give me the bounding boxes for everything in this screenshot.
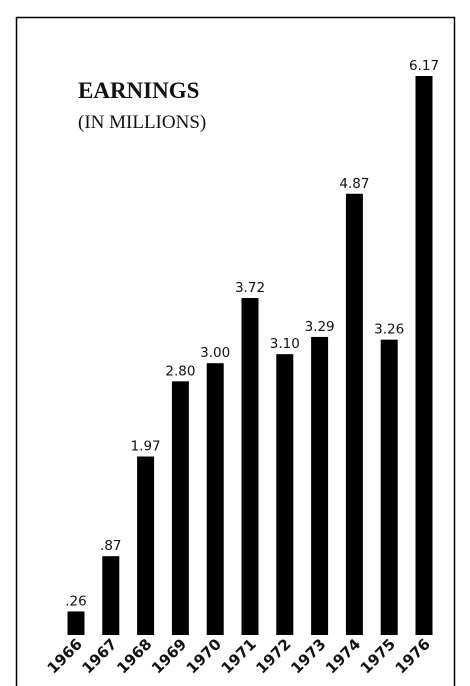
year-label-1971: 1971 — [218, 635, 260, 677]
year-label-1968: 1968 — [113, 635, 155, 677]
bar-1975 — [380, 339, 398, 635]
value-label-1969: 2.80 — [165, 363, 195, 379]
value-label-1970: 3.00 — [200, 345, 230, 361]
year-label-1966: 1966 — [44, 635, 86, 677]
chart-subtitle: (IN MILLIONS) — [78, 112, 206, 133]
value-label-1974: 4.87 — [339, 176, 369, 192]
value-label-1966: .26 — [65, 593, 86, 609]
bar-1969 — [171, 381, 189, 635]
bar-1966 — [67, 611, 85, 635]
year-label-1975: 1975 — [357, 635, 399, 677]
bar-1973 — [311, 336, 329, 635]
bar-1968 — [137, 456, 155, 635]
value-label-1975: 3.26 — [374, 322, 404, 338]
year-label-1976: 1976 — [392, 635, 434, 677]
bar-1976 — [415, 76, 433, 635]
bar-1972 — [276, 354, 294, 635]
year-label-1967: 1967 — [78, 635, 120, 677]
value-labels-group: .26 .87 1.97 2.80 3.00 3.72 3.10 3.29 4.87 3.26 6.… — [65, 58, 439, 609]
value-label-1972: 3.10 — [270, 336, 300, 352]
chart-title: EARNINGS — [78, 78, 199, 103]
bars-group — [67, 76, 433, 635]
value-label-1973: 3.29 — [305, 319, 335, 335]
bar-1970 — [206, 363, 224, 635]
bar-1974 — [345, 193, 363, 635]
value-label-1967: .87 — [100, 538, 121, 554]
value-label-1971: 3.72 — [235, 280, 265, 296]
value-label-1976: 6.17 — [409, 58, 439, 74]
year-labels-group: 1966196719681969197019711972197319741975… — [44, 635, 434, 677]
year-label-1972: 1972 — [252, 635, 294, 677]
year-label-1974: 1974 — [322, 635, 364, 677]
value-label-1968: 1.97 — [131, 439, 161, 455]
year-label-1969: 1969 — [148, 635, 190, 677]
year-label-1973: 1973 — [287, 635, 329, 677]
year-label-1970: 1970 — [183, 635, 225, 677]
bar-1967 — [102, 556, 120, 635]
bar-1971 — [241, 297, 259, 635]
